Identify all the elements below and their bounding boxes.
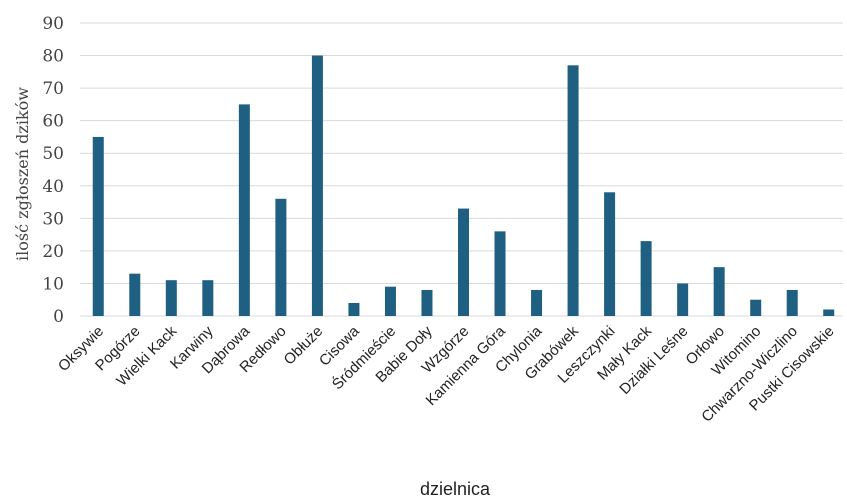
bar xyxy=(129,273,141,316)
y-axis-label: ilość zgłoszeń dzików xyxy=(13,87,32,261)
bar xyxy=(92,136,104,316)
bar xyxy=(640,241,652,316)
bars xyxy=(92,55,835,317)
x-axis-label: dzielnica xyxy=(420,479,491,499)
bar xyxy=(311,55,323,317)
y-tick-label: 60 xyxy=(42,112,64,132)
y-tick-label: 10 xyxy=(42,274,64,294)
bar xyxy=(202,280,214,316)
bar xyxy=(786,289,798,316)
bar xyxy=(275,198,287,316)
y-tick-label: 90 xyxy=(42,14,64,34)
y-axis-ticks: 0 10 20 30 40 50 60 70 80 90 xyxy=(42,14,64,327)
bar xyxy=(531,289,543,316)
bar xyxy=(384,286,396,316)
bar xyxy=(165,280,177,316)
bar xyxy=(348,302,360,316)
y-tick-label: 40 xyxy=(42,177,64,197)
bar xyxy=(458,208,469,316)
y-tick-label: 20 xyxy=(42,242,64,262)
bar xyxy=(421,289,433,316)
bar xyxy=(677,283,689,316)
y-tick-label: 30 xyxy=(42,209,64,229)
y-tick-label: 50 xyxy=(42,144,64,164)
bar xyxy=(494,231,506,316)
bar xyxy=(567,65,579,316)
bar xyxy=(238,104,250,316)
bar xyxy=(713,267,725,316)
y-tick-label: 80 xyxy=(42,47,64,67)
bar xyxy=(750,299,762,316)
y-tick-label: 70 xyxy=(42,79,64,99)
bar xyxy=(823,309,835,316)
bar xyxy=(604,192,616,316)
y-tick-label: 0 xyxy=(53,307,64,327)
